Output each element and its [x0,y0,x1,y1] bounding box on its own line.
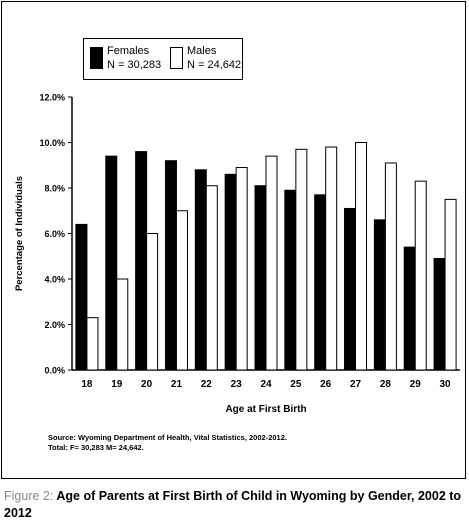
bar-females-29 [403,246,416,371]
bar-males-23 [235,167,248,371]
y-tick-label: 12.0% [39,93,65,103]
chart-legend: Females N = 30,283 Males N = 24,642 [83,38,243,80]
x-tick-label: 18 [81,379,93,390]
figure-frame [1,1,466,479]
bar-females-26 [314,194,327,371]
total-note: Total: F= 30,283 M= 24,642. [48,443,144,452]
figure-caption: Figure 2: Age of Parents at First Birth … [4,488,464,522]
bar-males-18 [86,317,99,371]
bar-females-22 [194,169,207,371]
y-tick-label: 2.0% [44,320,65,330]
bar-males-25 [295,148,308,371]
source-note: Source: Wyoming Department of Health, Vi… [48,433,287,442]
bar-males-30 [444,198,457,371]
y-tick-label: 8.0% [44,184,65,194]
x-tick-label: 19 [111,379,123,390]
bar-males-27 [355,142,368,371]
caption-lead: Figure 2: [4,489,54,503]
bar-males-21 [175,210,188,371]
x-tick-label: 27 [350,379,362,390]
bar-males-24 [265,155,278,371]
x-tick-label: 20 [141,379,153,390]
legend-label-females: Females [107,45,150,57]
x-tick-label: 26 [320,379,332,390]
x-tick-label: 24 [260,379,272,390]
bar-chart: 0.0% 2.0% 4.0% 6.0% 8.0% 10.0% 12.0% 18 19 20 21 22… [14,93,460,415]
x-tick-label: 23 [231,379,243,390]
x-tick-label: 30 [440,379,452,390]
bar-females-18 [75,223,88,371]
bar-males-22 [205,185,218,371]
x-tick-label: 29 [410,379,422,390]
legend-n-females: N = 30,283 [107,59,162,71]
legend-swatch-females [90,47,103,69]
bar-males-28 [384,162,397,371]
bar-males-19 [116,278,129,371]
bar-females-20 [135,151,148,371]
bar-females-23 [224,173,237,371]
bar-females-19 [105,155,118,371]
bar-males-29 [414,180,427,371]
y-tick-label: 6.0% [44,229,65,239]
bar-males-20 [146,233,159,371]
bar-females-27 [344,207,357,371]
y-tick-label: 4.0% [44,275,65,285]
legend-n-males: N = 24,642 [187,59,242,71]
x-tick-label: 25 [290,379,302,390]
x-tick-label: 28 [380,379,392,390]
bar-females-24 [254,185,267,371]
legend-label-males: Males [187,45,217,57]
caption-text: Age of Parents at First Birth of Child i… [4,489,462,520]
bar-males-26 [325,146,338,371]
y-tick-label: 10.0% [39,138,65,148]
bar-females-30 [433,258,446,371]
y-tick-label: 0.0% [44,366,65,376]
bar-females-21 [164,160,177,371]
bar-females-25 [284,189,297,371]
legend-swatch-males [170,47,183,69]
x-tick-label: 22 [201,379,213,390]
bar-females-28 [373,219,386,371]
x-axis-label: Age at First Birth [225,404,306,415]
x-tick-label: 21 [171,379,183,390]
y-axis-label: Percentage of Individuals [14,176,25,291]
